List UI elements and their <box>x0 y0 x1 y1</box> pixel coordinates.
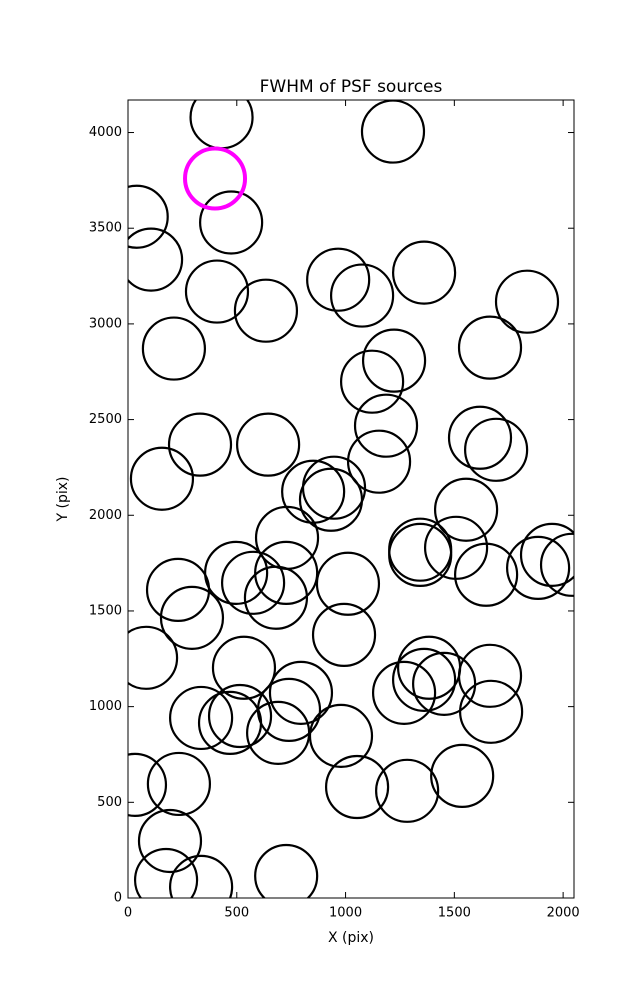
source-circle <box>128 752 168 817</box>
source-circle <box>243 565 309 630</box>
source-circle <box>137 808 203 874</box>
y-tick-label: 2500 <box>89 412 122 427</box>
source-circle <box>454 542 519 607</box>
source-circle <box>388 522 453 587</box>
source-circle <box>207 683 273 749</box>
source-circle <box>298 467 364 532</box>
chart-title: FWHM of PSF sources <box>260 77 443 97</box>
y-axis-label: Y (pix) <box>55 477 71 523</box>
source-circle <box>128 227 184 292</box>
source-circle <box>519 522 574 587</box>
y-tick-label: 1000 <box>89 699 122 714</box>
source-circle <box>254 540 319 605</box>
y-tick-label: 0 <box>114 891 122 906</box>
source-circle <box>128 184 169 249</box>
source-circle <box>324 754 390 820</box>
source-circle <box>129 446 195 511</box>
source-circle <box>392 240 457 305</box>
source-circle <box>159 585 225 650</box>
source-circle <box>506 535 571 600</box>
x-axis-label: X (pix) <box>328 930 374 946</box>
source-circle <box>199 190 264 255</box>
source-circle <box>459 679 524 744</box>
source-circle <box>308 703 374 769</box>
source-circle <box>254 843 319 898</box>
source-circle <box>412 651 477 716</box>
x-tick-label: 500 <box>224 906 249 921</box>
x-tick-label: 2000 <box>547 906 580 921</box>
source-circle <box>306 247 371 312</box>
source-circle <box>360 100 426 164</box>
source-circle <box>315 551 381 616</box>
source-circle <box>184 259 250 324</box>
source-circle <box>183 146 248 211</box>
plot-frame <box>127 99 575 899</box>
source-circle <box>375 758 440 823</box>
source-circle <box>197 690 263 755</box>
x-tick-label: 0 <box>124 906 132 921</box>
y-tick-label: 4000 <box>89 125 122 140</box>
source-circle <box>371 660 437 725</box>
source-circle <box>361 328 427 393</box>
x-tick-label: 1000 <box>329 906 362 921</box>
source-circle <box>457 315 523 380</box>
y-tick-label: 2000 <box>89 508 122 523</box>
source-circle <box>392 647 457 712</box>
source-circle <box>447 405 513 470</box>
source-circle <box>211 635 277 700</box>
source-circle <box>220 550 286 615</box>
plot-area <box>128 100 574 898</box>
source-circle <box>494 269 560 334</box>
source-circle <box>145 557 211 622</box>
source-circle <box>169 685 234 751</box>
y-tick-label: 500 <box>97 795 122 810</box>
y-tick-label: 1500 <box>89 603 122 618</box>
y-tick-label: 3000 <box>89 316 122 331</box>
source-circle <box>146 751 212 817</box>
source-circle <box>353 393 419 458</box>
x-tick-label: 1500 <box>438 906 471 921</box>
source-circle <box>457 643 523 708</box>
source-circle <box>268 660 334 725</box>
source-circle <box>464 417 529 482</box>
source-circle <box>167 412 233 477</box>
source-circle <box>329 263 395 328</box>
source-circle <box>346 429 412 494</box>
source-circle <box>236 412 301 477</box>
source-circle <box>433 477 499 542</box>
source-circle <box>430 743 495 809</box>
source-circle <box>340 349 405 414</box>
source-circle <box>233 278 299 343</box>
source-circle <box>141 316 207 381</box>
source-circle <box>128 625 179 690</box>
source-circle <box>311 602 377 667</box>
source-circle <box>169 854 234 898</box>
source-circle <box>539 532 574 597</box>
y-tick-label: 3500 <box>89 221 122 236</box>
source-circle <box>133 847 199 898</box>
